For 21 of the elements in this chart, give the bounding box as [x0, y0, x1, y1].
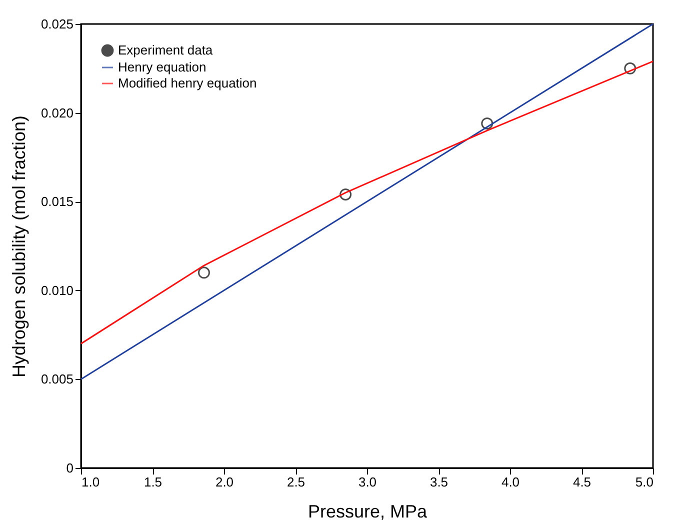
x-tick-label: 4.5	[572, 474, 592, 490]
x-tick-label: 3.5	[430, 474, 448, 490]
y-tick-label: 0.025	[40, 16, 74, 32]
y-tick-label: 0.005	[40, 372, 74, 387]
x-tick-label: 5.0	[635, 474, 654, 490]
y-tick-label: 0.010	[40, 282, 74, 298]
x-axis-title: Pressure, MPa	[308, 502, 428, 522]
x-tick-label: 1.5	[144, 474, 162, 490]
x-tick-label: 4.0	[501, 474, 520, 490]
y-axis-title: Hydrogen solubility (mol fraction)	[8, 115, 29, 378]
y-tick-label: 0.015	[40, 194, 74, 210]
line-series	[80, 60, 654, 344]
legend-label: Modified henry equation	[118, 76, 257, 90]
y-tick-label: 0.020	[40, 105, 74, 120]
legend-label: Henry equation	[118, 60, 206, 74]
x-tick-label: 3.0	[358, 474, 377, 490]
legend-label: Experiment data	[118, 42, 214, 58]
y-tick-label: 0	[66, 460, 74, 476]
x-tick-label: 2.5	[286, 474, 306, 490]
x-tick-label: 2.0	[215, 474, 234, 490]
x-tick-label: 1.0	[82, 474, 100, 490]
